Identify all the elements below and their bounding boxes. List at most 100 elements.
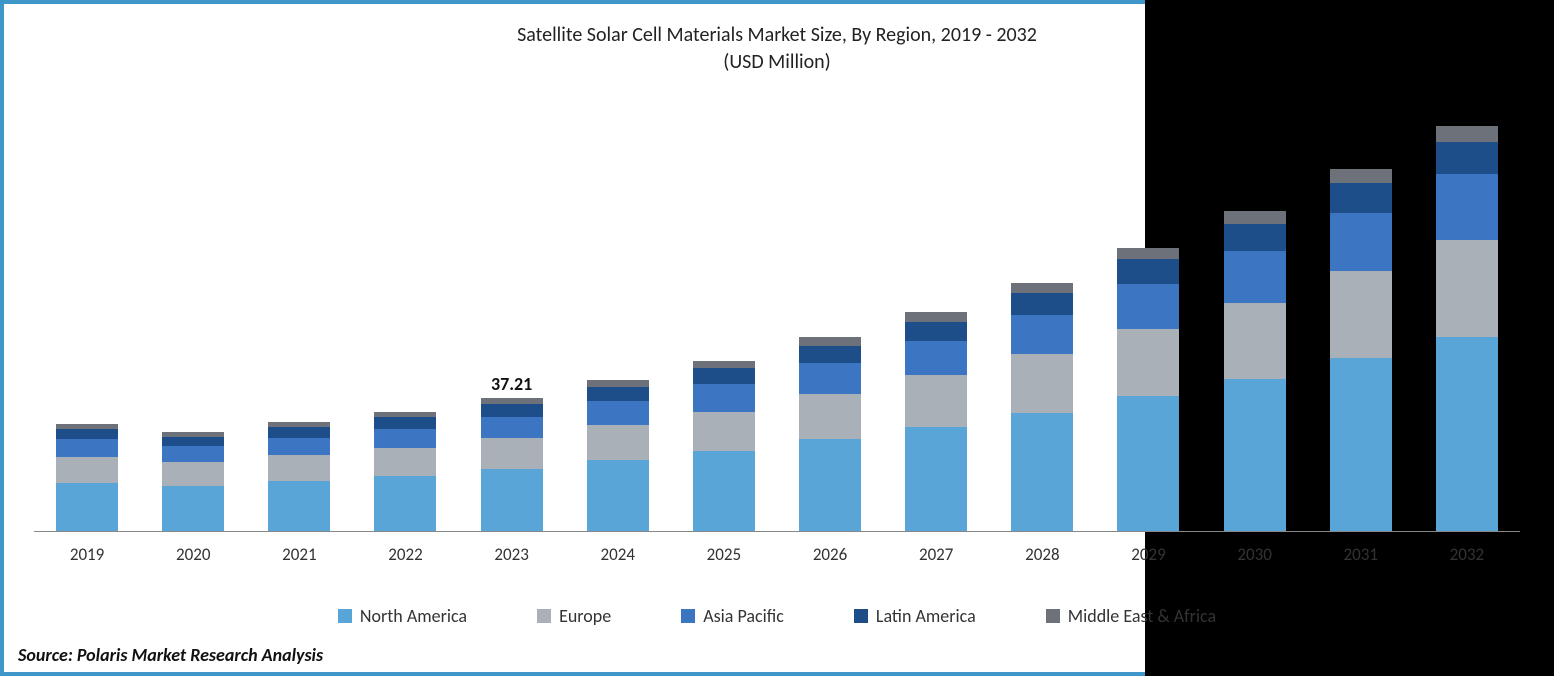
bar-column [55,82,119,531]
chart-title-line2: (USD Million) [723,50,831,74]
bar-segment [56,429,118,439]
bar-segment [799,346,861,363]
bar-segment [481,469,543,531]
bar-segment [268,438,330,455]
legend-swatch [854,609,868,623]
legend-label: Asia Pacific [703,605,784,627]
bar-segment [1011,315,1073,355]
bar-segment [1330,271,1392,358]
bar-segment [56,457,118,483]
bar-stack [374,412,436,531]
bar-column [161,82,225,531]
x-axis-tick: 2020 [161,544,225,565]
chart-container: Satellite Solar Cell Materials Market Si… [4,4,1550,672]
bar-segment [1330,358,1392,531]
bar-segment [162,486,224,531]
bar-segment [1224,303,1286,379]
legend-label: North America [360,605,467,627]
bars-row: 37.21 [34,82,1520,531]
bar-segment [1436,337,1498,531]
bar-segment [1011,283,1073,293]
bar-callout-label: 37.21 [480,373,544,395]
bar-column [1010,82,1074,531]
bar-stack [56,424,118,531]
bar-stack [1011,283,1073,531]
bar-column [692,82,756,531]
legend-item: Latin America [854,605,976,627]
legend-item: North America [338,605,467,627]
bar-segment [799,337,861,346]
bar-column [1435,82,1499,531]
bar-stack [693,361,755,531]
bar-segment [905,375,967,427]
bar-column [1116,82,1180,531]
bar-segment [162,437,224,447]
bar-segment [1224,251,1286,303]
legend-swatch [1046,609,1060,623]
bar-segment [481,438,543,469]
legend: North America Europe Asia Pacific Latin Ame… [34,605,1520,627]
x-axis-tick: 2024 [586,544,650,565]
bar-segment [905,427,967,531]
bar-segment [1224,379,1286,531]
bar-segment [481,417,543,438]
bar-segment [1011,354,1073,413]
bar-segment [1117,248,1179,259]
legend-item: Middle East & Africa [1046,605,1216,627]
bar-segment [268,481,330,531]
legend-label: Middle East & Africa [1068,605,1216,627]
x-axis-tick: 2027 [904,544,968,565]
bar-segment [693,361,755,369]
bar-segment [374,476,436,531]
bar-segment [799,439,861,531]
bar-segment [1117,396,1179,531]
x-axis-tick: 2028 [1010,544,1074,565]
bar-column [586,82,650,531]
bar-segment [1436,174,1498,240]
bar-column: 37.21 [480,82,544,531]
bar-column [1329,82,1393,531]
chart-title-line1: Satellite Solar Cell Materials Market Si… [517,23,1037,47]
x-axis-tick: 2029 [1116,544,1180,565]
bar-column [1223,82,1287,531]
x-axis-tick: 2031 [1329,544,1393,565]
chart-title: Satellite Solar Cell Materials Market Si… [34,22,1520,76]
bar-segment [905,322,967,341]
legend-label: Europe [559,605,611,627]
bar-segment [1011,293,1073,314]
bar-segment [1436,240,1498,337]
bar-stack [268,422,330,531]
bar-segment [905,312,967,321]
legend-swatch [537,609,551,623]
x-axis-tick: 2026 [798,544,862,565]
bar-segment [799,394,861,439]
bar-segment [799,363,861,394]
bar-column [904,82,968,531]
bar-segment [587,380,649,387]
bar-segment [268,427,330,437]
bar-segment [1436,126,1498,141]
legend-swatch [338,609,352,623]
bar-segment [374,448,436,476]
bar-stack [1330,169,1392,531]
bar-segment [1011,413,1073,531]
bar-stack [481,398,543,531]
bar-stack [905,312,967,531]
bar-column [267,82,331,531]
bar-segment [162,462,224,486]
plot-area: 37.21 [34,82,1520,532]
bar-stack [799,337,861,531]
x-axis-tick: 2023 [480,544,544,565]
bar-segment [1330,183,1392,213]
bar-segment [587,401,649,425]
bar-segment [56,483,118,531]
bar-segment [1330,213,1392,272]
bar-segment [1117,329,1179,397]
x-axis-tick: 2025 [692,544,756,565]
bar-segment [1117,284,1179,329]
bar-segment [587,387,649,401]
bar-stack [1224,211,1286,531]
bar-segment [1224,211,1286,224]
bar-segment [693,451,755,531]
bar-segment [374,417,436,428]
